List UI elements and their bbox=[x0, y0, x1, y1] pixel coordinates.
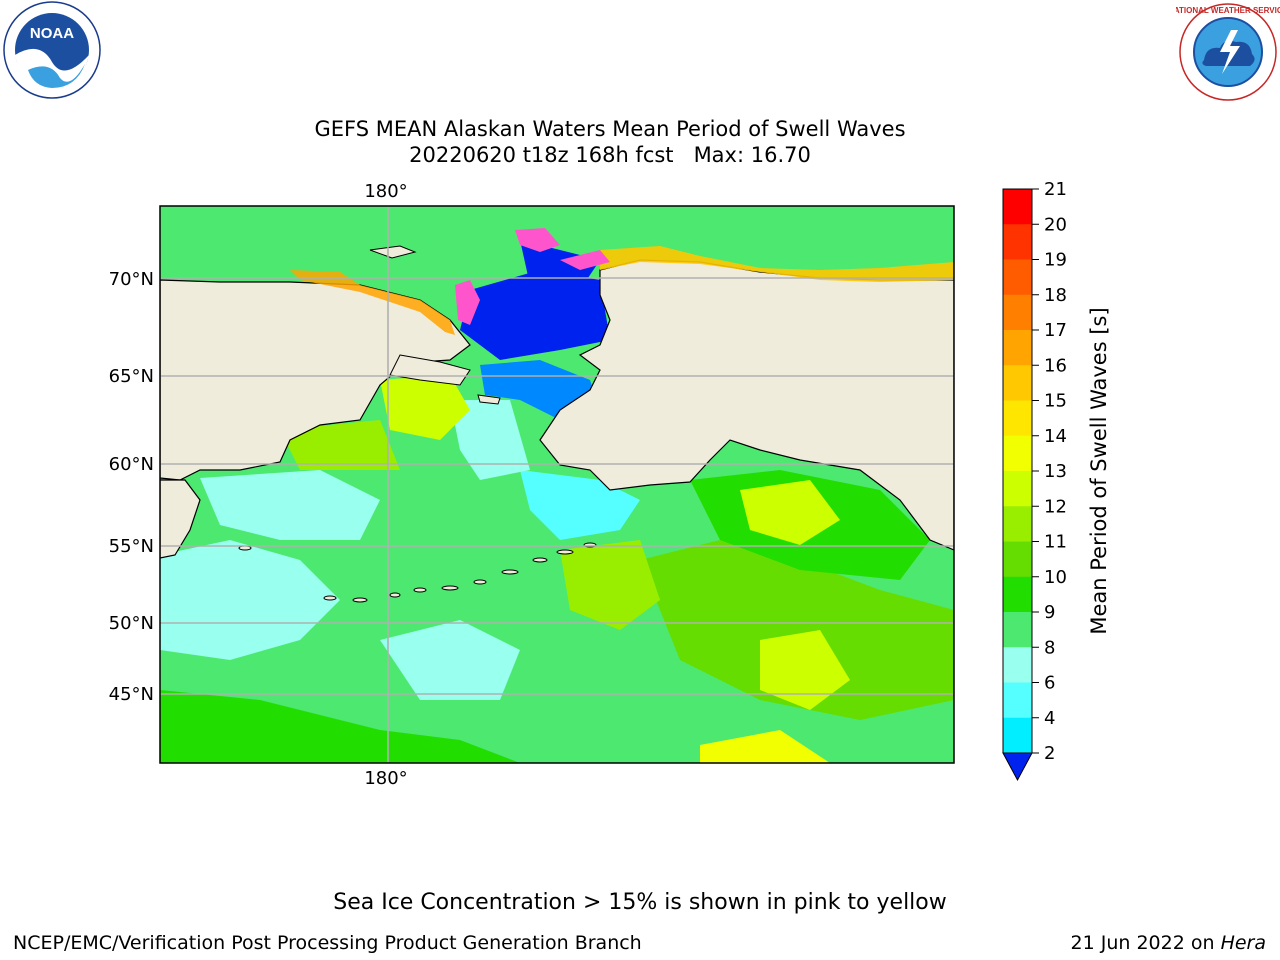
ice-edge-alaska bbox=[600, 246, 954, 282]
colorbar-bin bbox=[1003, 717, 1032, 754]
credit-text: NCEP/EMC/Verification Post Processing Pr… bbox=[13, 932, 642, 954]
colorbar-bins bbox=[1003, 189, 1032, 754]
ice-pink-arctic bbox=[515, 228, 560, 252]
swell-green-east bbox=[640, 540, 954, 720]
host-name: Hera bbox=[1220, 932, 1266, 954]
colorbar-tick-label: 14 bbox=[1044, 426, 1067, 447]
date-stamp: 21 Jun 2022 on Hera bbox=[1071, 932, 1267, 954]
colorbar-bin bbox=[1003, 576, 1032, 613]
colorbar-tick-label: 12 bbox=[1044, 496, 1067, 517]
colorbar-tick-label: 13 bbox=[1044, 461, 1067, 482]
colorbar-bin bbox=[1003, 541, 1032, 578]
land-st-lawrence bbox=[477, 394, 501, 405]
map-frame bbox=[160, 206, 954, 763]
lat-label-50: 50°N bbox=[109, 613, 154, 634]
swell-cyan-bering bbox=[200, 470, 380, 540]
lon-label-bottom: 180° bbox=[364, 768, 407, 789]
graticule bbox=[160, 206, 954, 763]
swell-cyan-channel bbox=[450, 400, 530, 480]
aleutian-islands bbox=[238, 542, 597, 603]
colorbar-bin bbox=[1003, 330, 1032, 366]
colorbar-bin bbox=[1003, 294, 1032, 331]
swell-yellow-south bbox=[760, 630, 850, 710]
lat-label-65: 65°N bbox=[109, 366, 154, 387]
colorbar-tick-label: 6 bbox=[1044, 673, 1055, 694]
ice-pink-chukchi bbox=[455, 280, 480, 325]
noaa-logo: NOAA bbox=[3, 1, 101, 99]
chart-subtitle: 20220620 t18z 168h fcst Max: 16.70 bbox=[409, 143, 811, 167]
colorbar-label: Mean Period of Swell Waves [s] bbox=[1087, 307, 1111, 634]
ice-pink-edge-alaska bbox=[560, 250, 610, 270]
land-kamchatka bbox=[160, 479, 201, 559]
land-wrangel bbox=[369, 245, 417, 259]
lat-labels: 70°N 65°N 60°N 55°N 50°N 45°N bbox=[109, 269, 154, 705]
colorbar-bin bbox=[1003, 612, 1032, 648]
colorbar-tick-label: 10 bbox=[1044, 567, 1067, 588]
lat-label-45: 45°N bbox=[109, 684, 154, 705]
lat-label-70: 70°N bbox=[109, 269, 154, 290]
colorbar-tick-label: 4 bbox=[1044, 708, 1055, 729]
swell-yellow-sw bbox=[700, 730, 830, 763]
colorbar-bin bbox=[1003, 189, 1032, 225]
colorbar-bin bbox=[1003, 647, 1032, 683]
land-chukotka-tip bbox=[389, 354, 471, 386]
nws-logo: NATIONAL WEATHER SERVICE bbox=[1176, 3, 1280, 101]
swell-yellow-gulf bbox=[740, 480, 840, 545]
colorbar-bin bbox=[1003, 435, 1032, 472]
colorbar-tick-label: 11 bbox=[1044, 532, 1067, 553]
swell-blue-chukchi bbox=[460, 270, 610, 360]
colorbar-tick-label: 17 bbox=[1044, 320, 1067, 341]
lat-label-55: 55°N bbox=[109, 536, 154, 557]
swell-green-south bbox=[160, 690, 520, 763]
colorbar-bin bbox=[1003, 224, 1032, 260]
lon-label-top: 180° bbox=[364, 181, 407, 202]
swell-green-north bbox=[280, 420, 400, 470]
colorbar-tick-label: 16 bbox=[1044, 355, 1067, 376]
ice-edge-north bbox=[290, 270, 455, 335]
date-text: 21 Jun 2022 on bbox=[1070, 932, 1215, 954]
colorbar-bin bbox=[1003, 471, 1032, 507]
swell-green-mid bbox=[560, 540, 660, 630]
colorbar-extend-triangle bbox=[1002, 752, 1033, 782]
noaa-logo-text: NOAA bbox=[30, 25, 74, 42]
colorbar: 21 20 19 18 17 16 15 14 13 12 11 10 9 8 6 4 2 Mean Perio… bbox=[1002, 179, 1111, 782]
colorbar-tick-label: 15 bbox=[1044, 391, 1067, 412]
colorbar-ticks: 21 20 19 18 17 16 15 14 13 12 11 10 9 8 6 4 2 bbox=[1032, 179, 1067, 764]
colorbar-tick-label: 18 bbox=[1044, 285, 1067, 306]
colorbar-tick-label: 19 bbox=[1044, 250, 1067, 271]
colorbar-tick-label: 20 bbox=[1044, 214, 1067, 235]
colorbar-tick-label: 21 bbox=[1044, 179, 1067, 200]
sea-ice-note: Sea Ice Concentration > 15% is shown in … bbox=[333, 890, 947, 915]
colorbar-bin bbox=[1003, 259, 1032, 296]
colorbar-tick-label: 2 bbox=[1044, 743, 1055, 764]
swell-cyan-mid bbox=[380, 620, 520, 700]
svg-text:NATIONAL WEATHER SERVICE: NATIONAL WEATHER SERVICE bbox=[1176, 6, 1280, 15]
colorbar-bin bbox=[1003, 682, 1032, 719]
map-border bbox=[159, 205, 955, 764]
colorbar-bin bbox=[1003, 400, 1032, 437]
lat-label-60: 60°N bbox=[109, 454, 154, 475]
colorbar-bin bbox=[1003, 365, 1032, 401]
colorbar-bin bbox=[1003, 506, 1032, 542]
colorbar-tick-label: 9 bbox=[1044, 602, 1055, 623]
swell-yellow-north bbox=[380, 375, 470, 440]
chart-title: GEFS MEAN Alaskan Waters Mean Period of … bbox=[314, 117, 906, 141]
swell-cyan-west bbox=[160, 540, 340, 660]
colorbar-tick-label: 8 bbox=[1044, 637, 1055, 658]
